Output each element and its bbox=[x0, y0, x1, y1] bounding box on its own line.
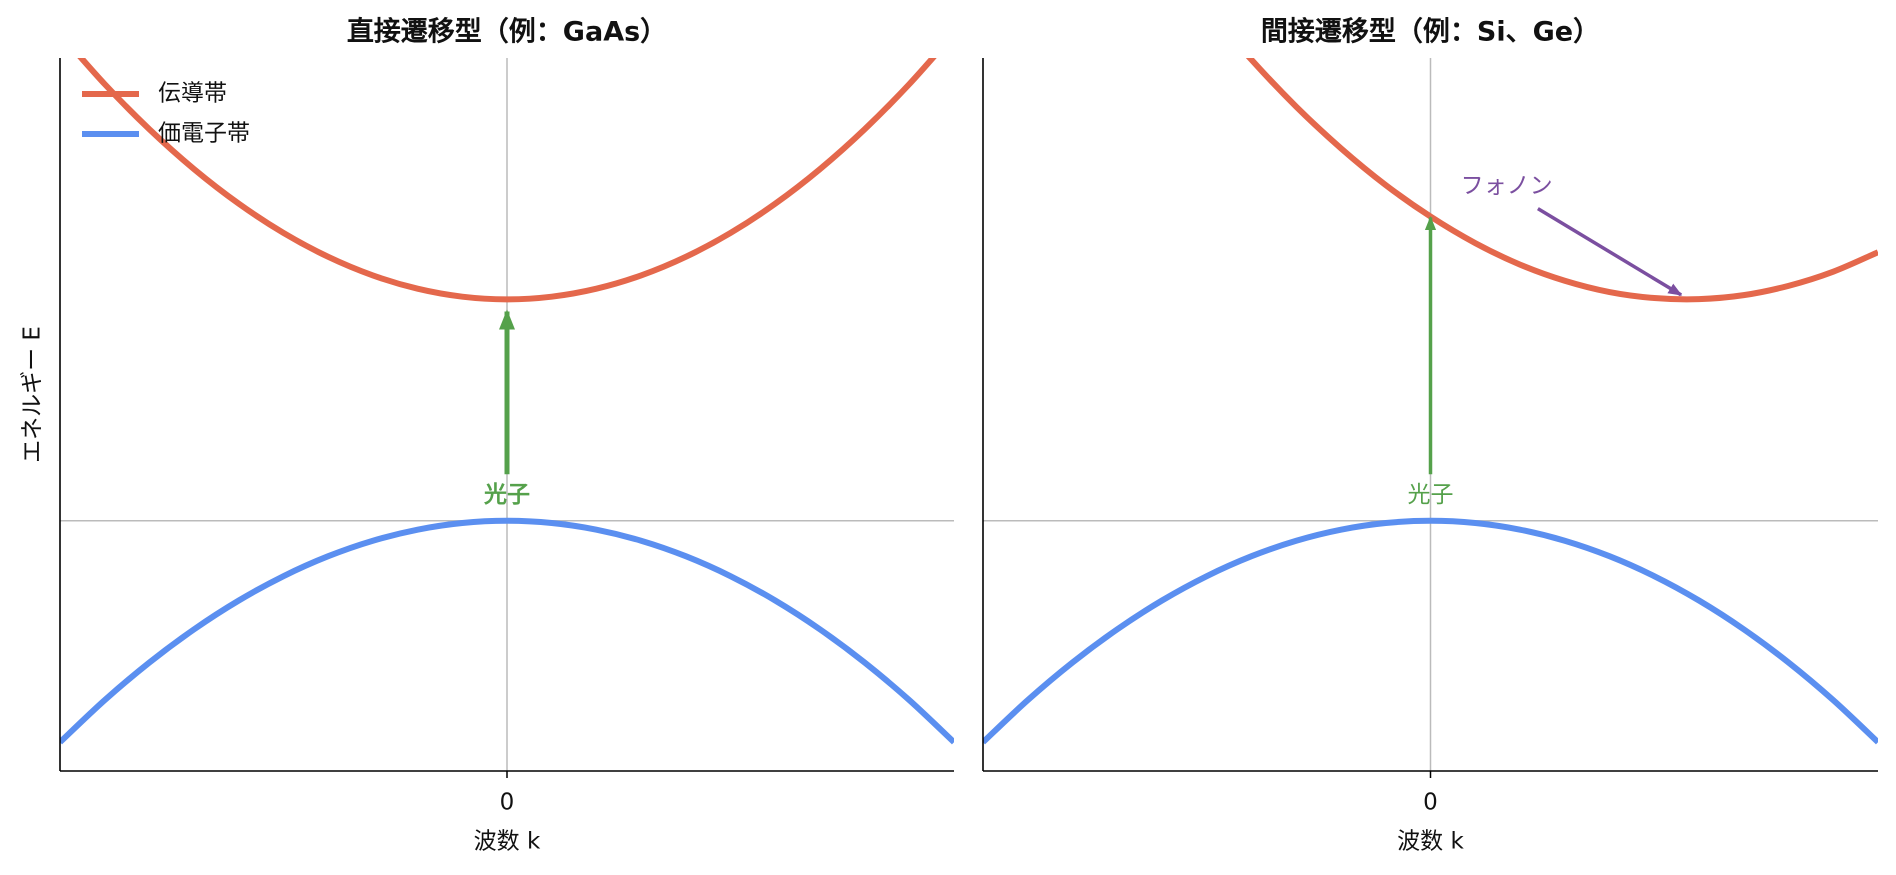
x-axis-label: 波数 k bbox=[1397, 829, 1464, 855]
chart-title: 直接遷移型（例：GaAs） bbox=[347, 17, 667, 48]
legend-label: 伝導帯 bbox=[158, 81, 227, 107]
annotation: フォノン bbox=[1461, 173, 1553, 199]
annotation: 光子 bbox=[483, 482, 530, 508]
band-line bbox=[1245, 58, 1878, 303]
x-tick-label: 0 bbox=[500, 790, 515, 816]
band-line bbox=[77, 58, 937, 303]
band-line bbox=[60, 517, 954, 745]
x-tick-label: 0 bbox=[1423, 790, 1438, 816]
annotation-arrow bbox=[1536, 207, 1683, 297]
y-axis-label: エネルギー E bbox=[20, 326, 46, 463]
annotation: 光子 bbox=[1408, 482, 1454, 508]
band-line bbox=[983, 517, 1878, 745]
chart-title: 間接遷移型（例：Si、Ge） bbox=[1261, 17, 1600, 48]
x-axis-label: 波数 k bbox=[474, 829, 541, 855]
legend-label: 価電子帯 bbox=[158, 121, 250, 147]
